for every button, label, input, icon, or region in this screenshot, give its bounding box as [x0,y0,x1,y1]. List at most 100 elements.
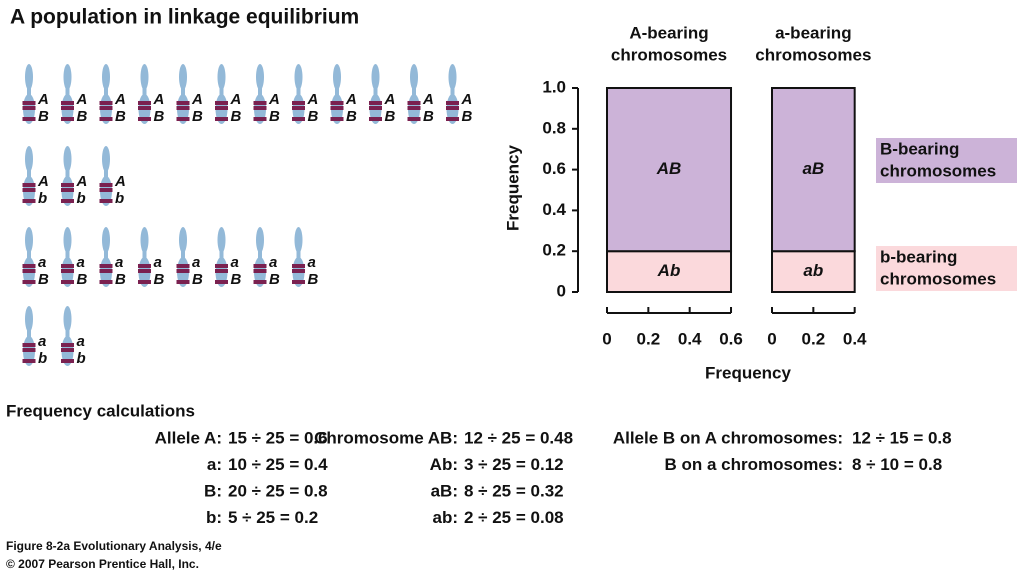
y-tick-label: 1.0 [542,77,566,96]
chromosome [369,64,382,124]
allele-label: a [269,254,277,271]
chromosome-arm [25,306,33,332]
chromosome-band [99,264,113,268]
y-tick-label: 0.2 [542,241,566,260]
chromosome [215,64,228,124]
x-tick-label: 0 [767,329,776,348]
chromosome-stalk [65,167,70,181]
allele-label: B [77,108,88,125]
chromosome-arm [256,64,264,90]
chromosome-arm [217,64,226,90]
chromosome-arm [179,64,187,90]
chromosome-band [253,101,267,105]
chromosome-band [176,106,190,110]
allele-label: B [231,108,242,125]
calc-expr: 10 ÷ 25 = 0.4 [228,455,328,474]
x-tick-label: 0.2 [637,329,661,348]
chromosome [253,227,267,287]
chromosome-stalk [335,85,339,99]
chromosome-stalk [104,248,108,262]
chromosome [61,306,74,366]
legend-swatch [876,138,1017,183]
chromosome-stalk [104,85,108,99]
chromosome-arm [140,64,149,90]
chromosome-band [138,280,151,284]
chromosome-band [407,106,421,110]
calc-label: aB: [431,481,458,500]
chromosome-band [215,269,228,273]
chromosome-stalk [27,167,31,181]
chromosome-band [176,117,190,121]
chromosome-band [292,280,305,284]
chromosome [330,64,344,124]
column-title: chromosomes [755,45,871,64]
allele-label: a [77,333,85,350]
allele-label: A [268,91,280,108]
chromosome-band [253,280,267,284]
segment-label: AB [656,159,682,178]
allele-label: A [345,91,357,108]
allele-label: a [38,254,46,271]
legend-label: b-bearing [880,247,957,266]
chromosome-stalk [27,85,31,99]
chromosome-band [253,269,267,273]
chromosome-band [292,101,305,105]
allele-label: B [192,108,203,125]
chromosome-stalk [219,248,224,262]
chromosome [253,64,267,124]
allele-label: b [115,190,124,207]
chromosome-band [138,264,151,268]
chromosome-stalk [65,248,70,262]
chromosome-stalk [181,248,185,262]
chromosome-arm [217,227,226,253]
chromosome-band [176,280,190,284]
chromosome [99,64,113,124]
chromosome-stalk [27,248,31,262]
y-tick-label: 0.4 [542,200,566,219]
segment-label: aB [802,159,824,178]
chromosome-arm [256,227,264,253]
chromosome-stalk [258,248,262,262]
allele-label: B [115,108,126,125]
calc-label: Ab: [430,455,458,474]
calc-heading: Frequency calculations [6,401,195,420]
allele-label: A [37,91,49,108]
chromosome [61,227,74,287]
chromosome-band [176,269,190,273]
calc-label: Allele A: [155,428,222,447]
chromosome [176,64,190,124]
calc-expr: 8 ÷ 25 = 0.32 [464,481,564,500]
chromosome-band [138,101,151,105]
allele-label: B [385,108,396,125]
chromosome-band [22,269,36,273]
allele-label: A [114,91,126,108]
chromosome-band [61,183,74,187]
chromosome-stalk [27,327,31,341]
chromosome-band [61,101,74,105]
chromosome-arm [294,227,303,253]
allele-label: A [153,91,165,108]
footer: Figure 8-2a Evolutionary Analysis, 4/e [6,539,222,553]
chromosome [22,146,36,206]
calc-expr: 20 ÷ 25 = 0.8 [228,481,328,500]
chromosome-band [61,117,74,121]
calc-expr: 2 ÷ 25 = 0.08 [464,508,564,527]
calc-expr: 8 ÷ 10 = 0.8 [852,455,942,474]
x-tick-label: 0.4 [843,329,867,348]
allele-label: B [154,108,165,125]
chromosome-band [369,101,382,105]
chromosome [99,227,113,287]
chromosome-band [99,269,113,273]
chromosome-stalk [104,167,108,181]
chromosome-band [99,106,113,110]
allele-label: A [114,173,126,190]
chromosome-band [215,106,228,110]
allele-label: a [231,254,239,271]
calc-label: b: [206,508,222,527]
calc-label: Allele B on A chromosomes: [613,428,843,447]
calc-expr: 5 ÷ 25 = 0.2 [228,508,318,527]
allele-label: B [308,108,319,125]
calc-label: ab: [433,508,459,527]
y-tick-label: 0 [557,281,566,300]
chromosome-arm [63,227,72,253]
